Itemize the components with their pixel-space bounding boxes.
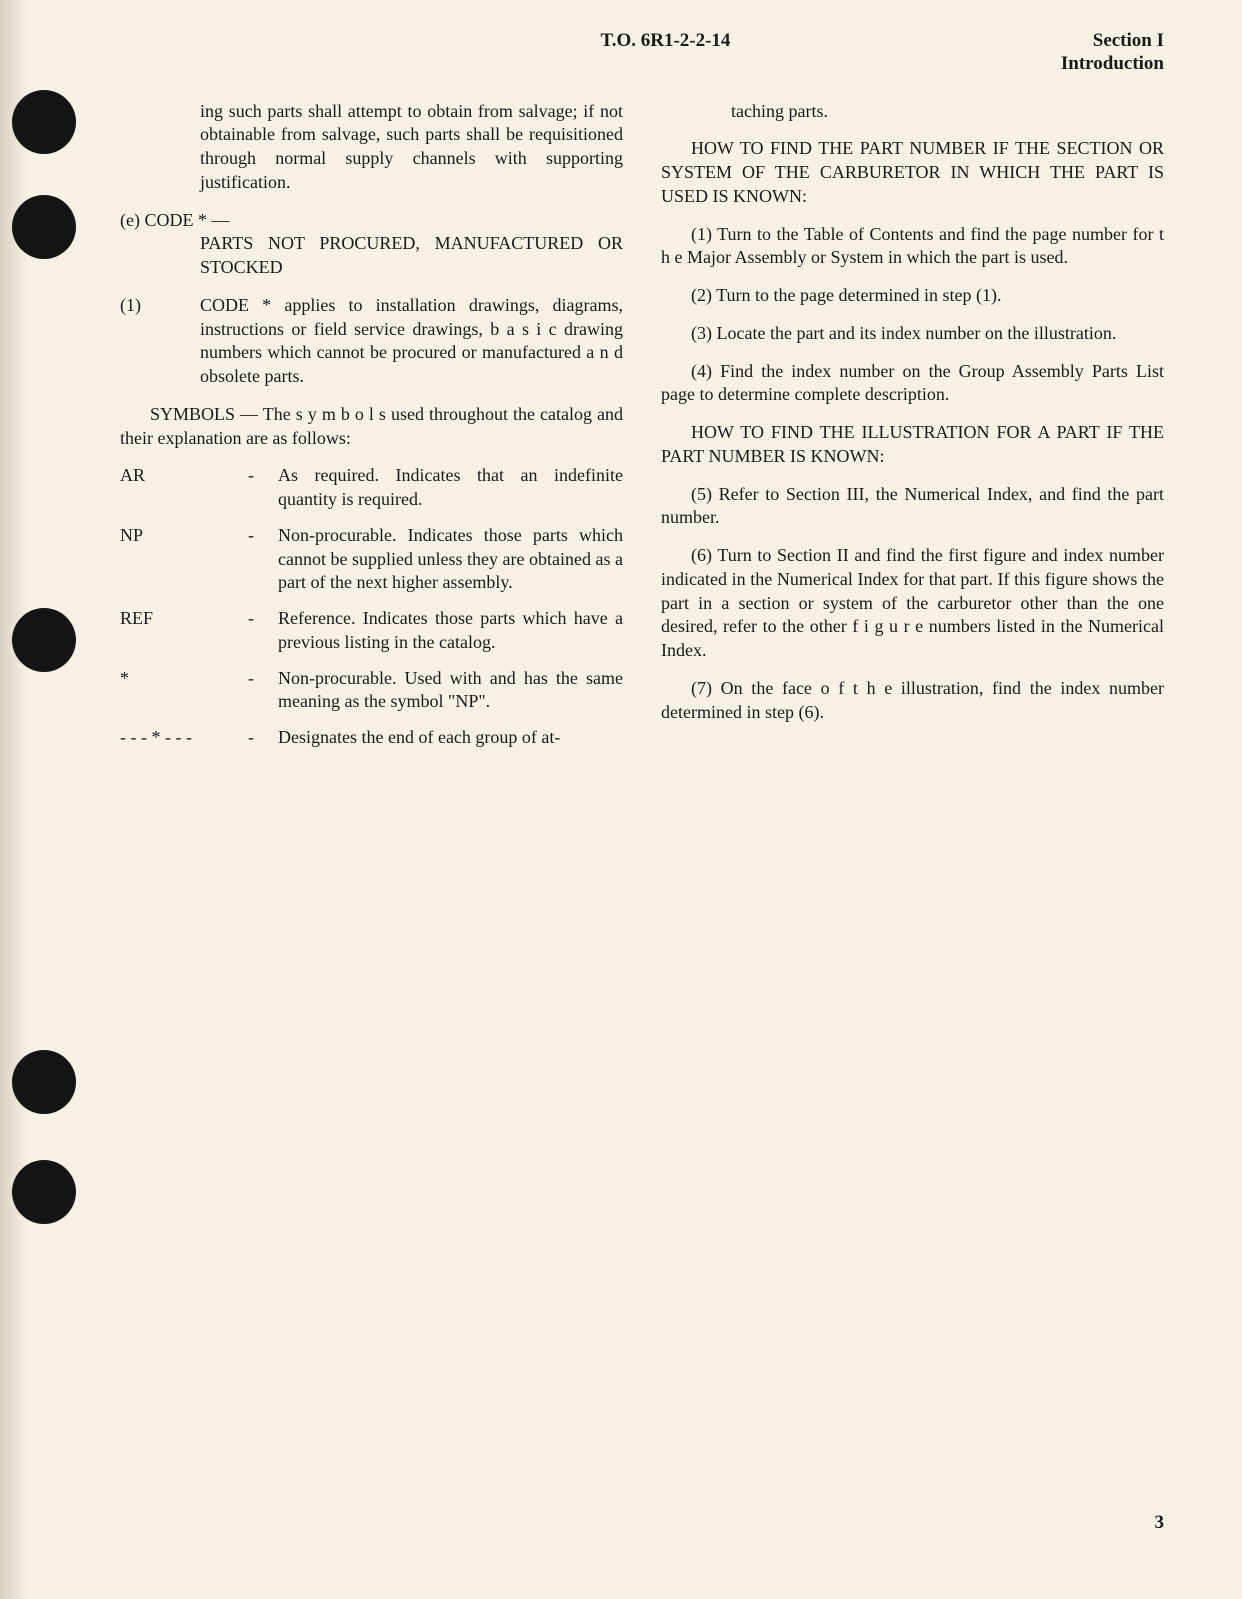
symbol-definition: Non-procurable. Indicates those parts wh… [278, 524, 623, 595]
section-line-2: Introduction [1061, 53, 1164, 76]
punch-hole-mark [12, 1160, 76, 1224]
howto-heading: HOW TO FIND THE PART NUMBER IF THE SECTI… [661, 137, 1164, 208]
symbol-row: * - Non-procurable. Used with and has th… [120, 667, 623, 715]
symbol-definition: Non-procurable. Used with and has the sa… [278, 667, 623, 715]
subitem-number: (1) [160, 294, 200, 318]
symbol-row: NP - Non-procurable. Indicates those par… [120, 524, 623, 595]
punch-hole-mark [12, 90, 76, 154]
page-number: 3 [1155, 1512, 1165, 1534]
symbol-definition: As required. Indicates that an indefinit… [278, 464, 623, 512]
subitem-text: CODE * applies to installation drawings,… [200, 295, 623, 386]
symbol-dash: - [248, 464, 260, 512]
howto-step: (4) Find the index number on the Group A… [661, 360, 1164, 408]
symbol-dash: - [248, 524, 260, 595]
text-columns: ing such parts shall attempt to obtain f… [120, 100, 1164, 762]
howto-step: (3) Locate the part and its index number… [661, 322, 1164, 346]
symbol-key: AR [120, 464, 230, 512]
howto-step: (5) Refer to Section III, the Numerical … [661, 483, 1164, 531]
section-line-1: Section I [1061, 30, 1164, 53]
symbol-dash: - [248, 726, 260, 750]
punch-hole-mark [12, 1050, 76, 1114]
symbol-dash: - [248, 607, 260, 655]
section-label: Section I Introduction [1061, 30, 1164, 76]
howto-heading: HOW TO FIND THE ILLUSTRATION FOR A PART … [661, 421, 1164, 469]
left-column: ing such parts shall attempt to obtain f… [120, 100, 623, 762]
symbol-key: NP [120, 524, 230, 595]
punch-hole-mark [12, 608, 76, 672]
right-column: taching parts. HOW TO FIND THE PART NUMB… [661, 100, 1164, 762]
symbol-row: REF - Reference. Indicates those parts w… [120, 607, 623, 655]
page-header: T.O. 6R1-2-2-14 Section I Introduction [120, 30, 1164, 76]
symbol-row: - - - * - - - - Designates the end of ea… [120, 726, 623, 750]
code-e-subitem: (1)CODE * applies to installation drawin… [120, 294, 623, 389]
symbol-key: * [120, 667, 230, 715]
symbols-intro-spaced: s y m b o l s [296, 404, 386, 424]
howto-step: (1) Turn to the Table of Contents and fi… [661, 223, 1164, 271]
code-e-label: (e) CODE * — [120, 210, 229, 230]
howto-step: (2) Turn to the page determined in step … [661, 284, 1164, 308]
symbol-key: - - - * - - - [120, 726, 230, 750]
continuation-paragraph: ing such parts shall attempt to obtain f… [120, 100, 623, 195]
punch-hole-mark [12, 195, 76, 259]
symbol-definition: Designates the end of each group of at- [278, 726, 623, 750]
symbols-intro: SYMBOLS — The s y m b o l s used through… [120, 403, 623, 451]
code-e-block: (e) CODE * — PARTS NOT PROCURED, MANUFAC… [120, 209, 623, 280]
symbol-definition: Reference. Indicates those parts which h… [278, 607, 623, 655]
code-e-title: PARTS NOT PROCURED, MANUFACTURED OR STOC… [120, 232, 623, 280]
symbol-row: AR - As required. Indicates that an inde… [120, 464, 623, 512]
symbol-key: REF [120, 607, 230, 655]
symbols-intro-pre: SYMBOLS — The [150, 404, 296, 424]
doc-number: T.O. 6R1-2-2-14 [270, 30, 1061, 52]
howto-step: (6) Turn to Section II and find the firs… [661, 544, 1164, 663]
taching-parts-line: taching parts. [661, 100, 1164, 124]
symbol-dash: - [248, 667, 260, 715]
page-root: T.O. 6R1-2-2-14 Section I Introduction i… [0, 0, 1242, 1599]
howto-step: (7) On the face o f t h e illustration, … [661, 677, 1164, 725]
